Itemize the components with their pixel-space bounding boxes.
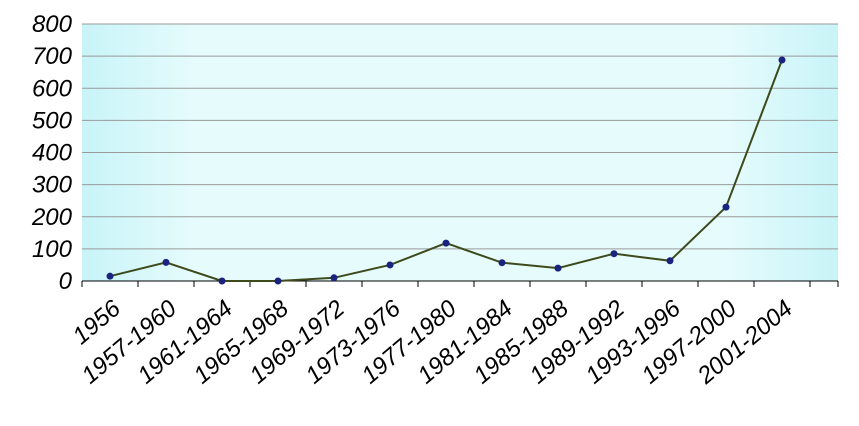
marker: [219, 278, 226, 285]
y-tick-label: 500: [32, 107, 73, 134]
marker: [499, 259, 506, 266]
y-tick-label: 0: [59, 268, 73, 295]
y-tick-label: 600: [32, 75, 73, 102]
marker: [163, 259, 170, 266]
chart: 010020030040050060070080019561957-196019…: [0, 0, 859, 421]
marker: [275, 278, 282, 285]
marker: [555, 265, 562, 272]
marker: [779, 56, 786, 63]
marker: [107, 273, 114, 280]
y-tick-label: 800: [32, 11, 73, 38]
y-tick-label: 300: [32, 172, 73, 199]
y-tick-label: 100: [32, 236, 73, 263]
y-tick-label: 200: [31, 204, 73, 231]
marker: [667, 257, 674, 264]
marker: [611, 250, 618, 257]
marker: [331, 274, 338, 281]
marker: [387, 261, 394, 268]
y-tick-label: 400: [32, 140, 73, 167]
marker: [443, 240, 450, 247]
y-tick-label: 700: [32, 43, 73, 70]
marker: [723, 204, 730, 211]
